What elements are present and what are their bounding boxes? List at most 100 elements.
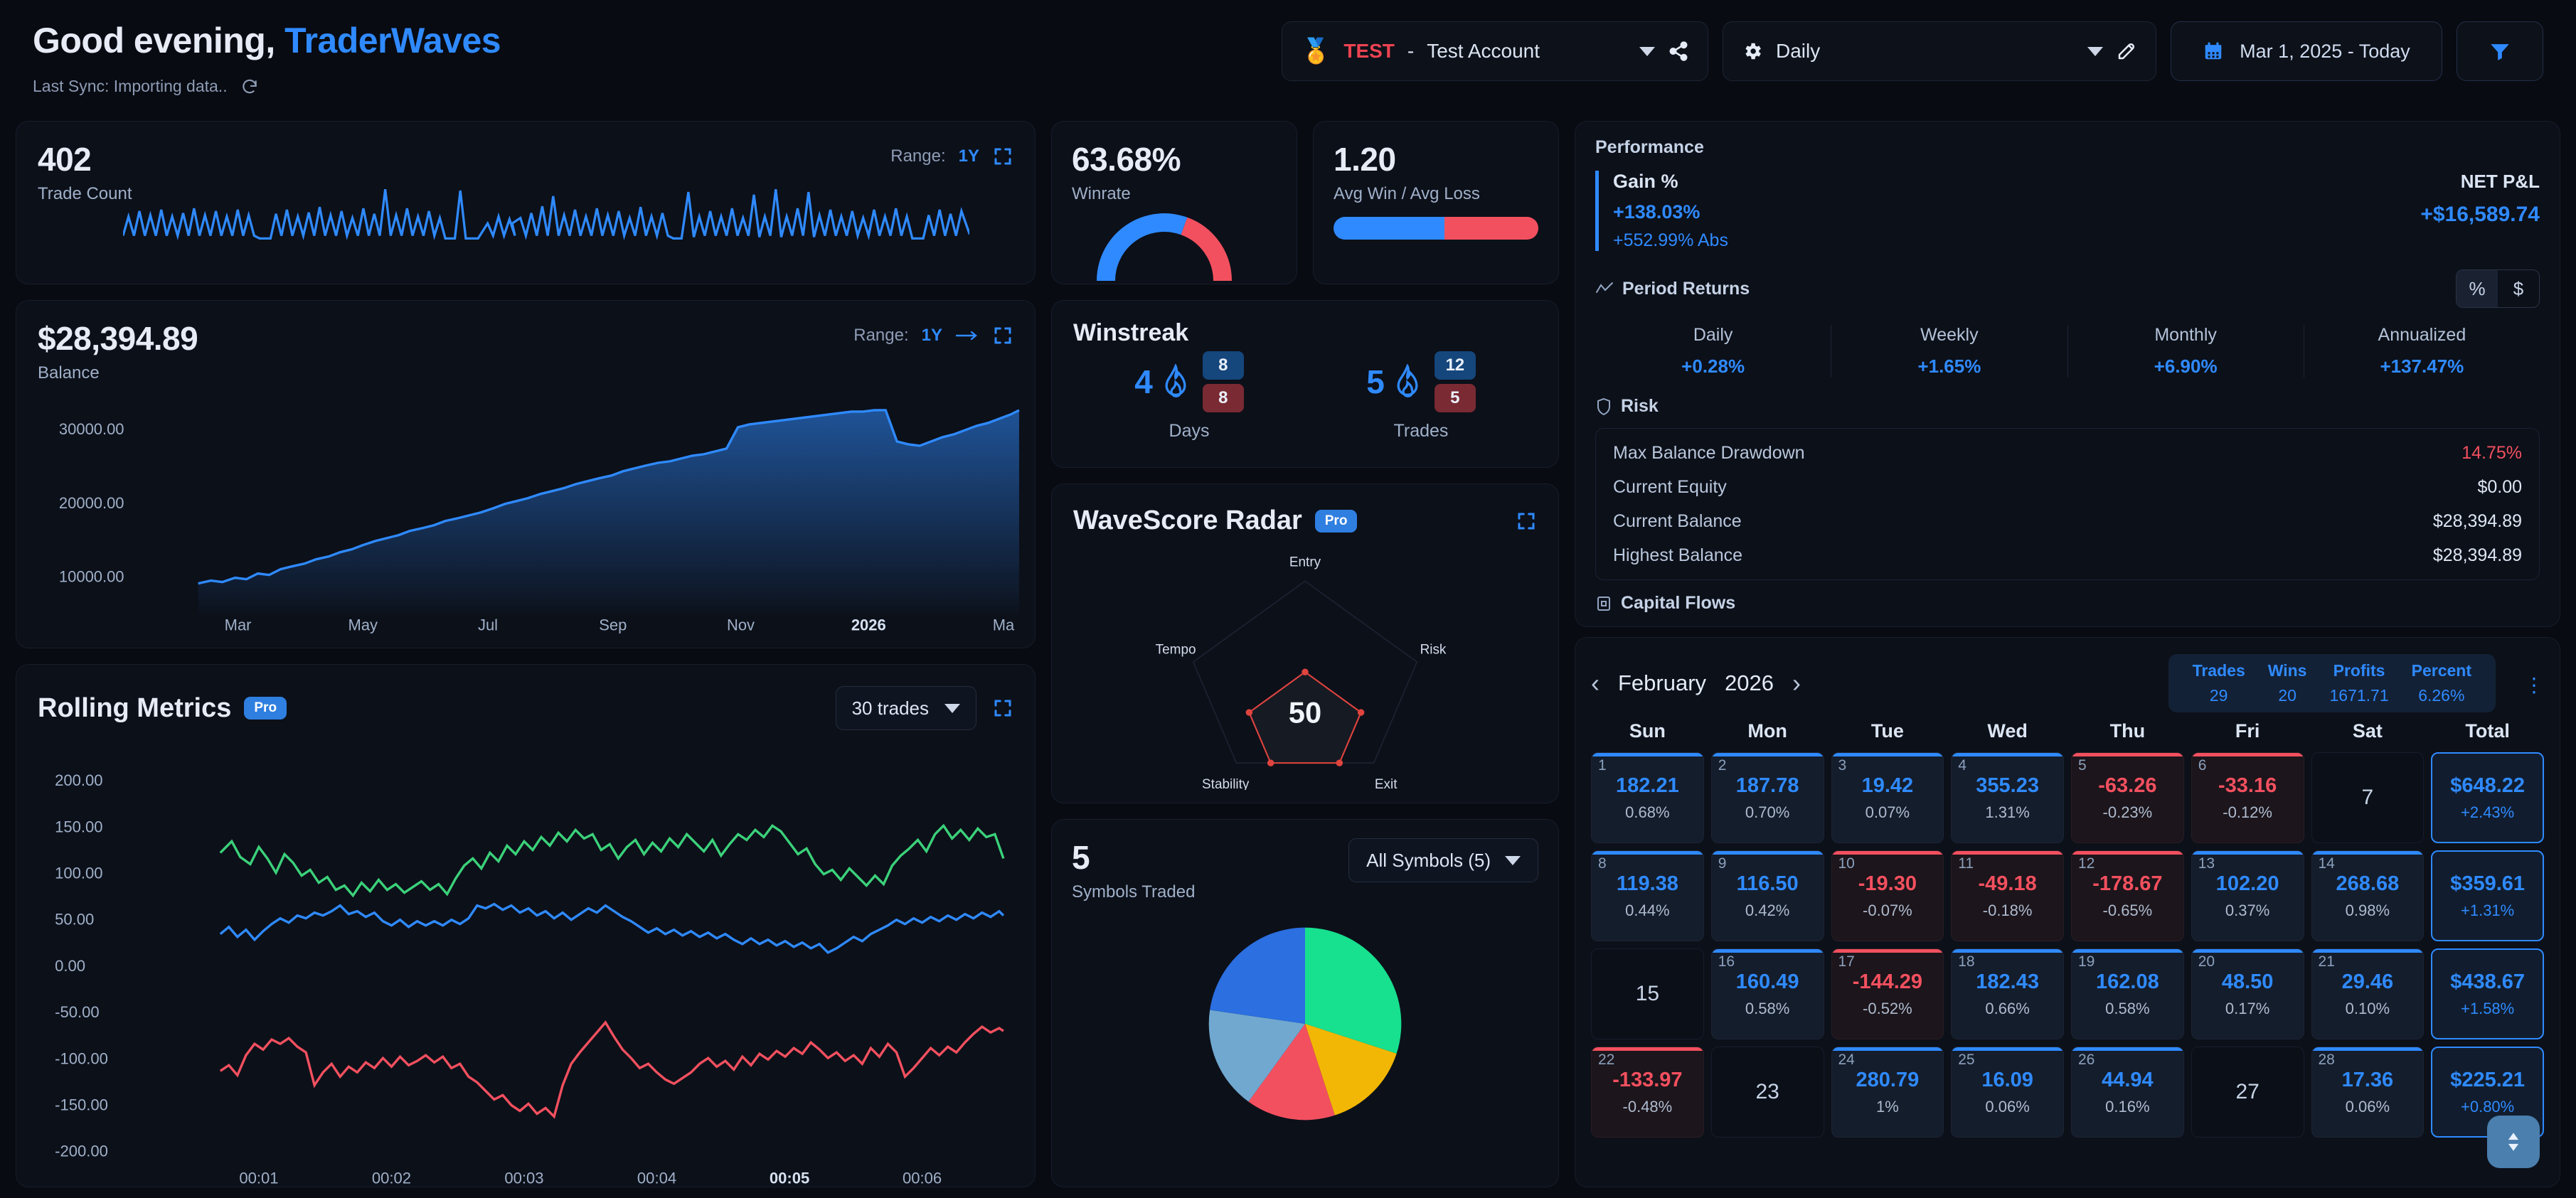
stat-key: Percent <box>2411 661 2471 680</box>
calendar-day[interactable]: 1 182.21 0.68% <box>1591 752 1704 843</box>
calendar-day[interactable]: 16 160.49 0.58% <box>1710 948 1824 1039</box>
risk-value: $28,394.89 <box>2432 545 2522 565</box>
calendar-day[interactable]: 19 162.08 0.58% <box>2071 948 2184 1039</box>
calendar-day[interactable]: 22 -133.97 -0.48% <box>1591 1047 1704 1138</box>
svg-text:Ma: Ma <box>993 616 1015 634</box>
symbols-select[interactable]: All Symbols (5) <box>1348 838 1538 882</box>
chevron-right-icon[interactable]: › <box>1792 668 1801 697</box>
calendar-day[interactable]: 11 -49.18 -0.18% <box>1951 850 2064 941</box>
range-value[interactable]: 1Y <box>958 146 979 166</box>
svg-text:00:06: 00:06 <box>903 1170 942 1187</box>
period-daily: Daily +0.28% <box>1595 325 1832 378</box>
wavescore-radar-chart: Entry Risk Exit Stability Tempo 50 <box>1156 555 1447 790</box>
toggle-dollar[interactable]: $ <box>2513 277 2524 299</box>
expand-icon[interactable] <box>992 146 1013 167</box>
calendar-day[interactable]: 21 29.46 0.10% <box>2311 948 2425 1039</box>
calendar-day-empty[interactable]: 23 <box>1710 1047 1824 1138</box>
calendar-day[interactable]: 2 187.78 0.70% <box>1710 752 1824 843</box>
day-number: 20 <box>2198 953 2215 970</box>
calendar-day[interactable]: 26 44.94 0.16% <box>2071 1047 2184 1138</box>
calendar-day[interactable]: 25 16.09 0.06% <box>1951 1047 2064 1138</box>
calendar-day-empty[interactable]: 7 <box>2311 752 2425 843</box>
gear-icon <box>1742 41 1763 62</box>
day-number: 17 <box>1838 953 1855 970</box>
risk-value: $28,394.89 <box>2432 510 2522 531</box>
page-title: Good evening, TraderWaves <box>33 20 501 61</box>
day-pnl: -178.67 <box>2092 872 2163 895</box>
chevron-left-icon[interactable]: ‹ <box>1591 668 1600 697</box>
period-returns-unit-toggle[interactable]: % $ <box>2456 269 2540 308</box>
filter-button[interactable] <box>2457 21 2543 81</box>
rolling-metrics-title: Rolling Metrics <box>38 692 232 723</box>
calendar-day[interactable]: 12 -178.67 -0.65% <box>2071 850 2184 941</box>
arrow-right-icon[interactable] <box>955 329 979 342</box>
expand-icon[interactable] <box>992 697 1013 719</box>
refresh-icon[interactable] <box>240 77 259 96</box>
calendar-day[interactable]: 4 355.23 1.31% <box>1951 752 2064 843</box>
wavescore-radar-card: WaveScore Radar Pro <box>1051 483 1559 803</box>
calendar-grid: 1 182.21 0.68% 2 187.78 0.70% 3 19.42 0.07% 4 355.… <box>1591 752 2544 1138</box>
chevron-down-icon[interactable] <box>1505 855 1521 865</box>
expand-icon[interactable] <box>992 325 1013 346</box>
day-percent: -0.23% <box>2102 803 2153 821</box>
avg-ratio-label: Avg Win / Avg Loss <box>1334 184 1480 203</box>
calendar-day-empty[interactable]: 15 <box>1591 948 1704 1039</box>
calendar-day[interactable]: 14 268.68 0.98% <box>2311 850 2425 941</box>
account-selector[interactable]: 🏅 TEST - Test Account <box>1282 21 1708 81</box>
day-pnl: 182.21 <box>1616 774 1679 797</box>
balance-equity-chart: 30000.00 20000.00 10000.00 Mar May Jul S… <box>59 409 1020 634</box>
trade-count-header: 402 Trade Count Range: 1Y <box>16 122 1035 204</box>
day-number: 19 <box>2078 953 2095 970</box>
calendar-day[interactable]: 3 19.42 0.07% <box>1831 752 1944 843</box>
performance-card: Performance Gain % +138.03% +552.99% Abs… <box>1575 121 2560 627</box>
timeframe-selector[interactable]: Daily <box>1723 21 2156 81</box>
date-range-picker[interactable]: Mar 1, 2025 - Today <box>2171 21 2442 81</box>
day-percent: 0.68% <box>1625 803 1670 821</box>
toggle-percent[interactable]: % <box>2457 270 2498 307</box>
kebab-menu-icon[interactable]: ⋮ <box>2524 673 2544 696</box>
calendar-day[interactable]: 18 182.43 0.66% <box>1951 948 2064 1039</box>
pencil-icon[interactable] <box>2116 41 2137 62</box>
calendar-day[interactable]: 20 48.50 0.17% <box>2191 948 2304 1039</box>
day-percent: 1% <box>1875 1097 1899 1116</box>
scroll-toggle-fab[interactable] <box>2487 1116 2540 1168</box>
calendar-day[interactable]: 6 -33.16 -0.12% <box>2191 752 2304 843</box>
chevron-down-icon[interactable] <box>944 703 960 713</box>
calendar-day[interactable]: 9 116.50 0.42% <box>1710 850 1824 941</box>
flame-icon <box>1392 364 1423 400</box>
day-pnl: 48.50 <box>2221 970 2274 993</box>
calendar-day[interactable]: 17 -144.29 -0.52% <box>1831 948 1944 1039</box>
calendar-day-empty[interactable]: 27 <box>2191 1047 2304 1138</box>
svg-text:-150.00: -150.00 <box>55 1096 108 1113</box>
range-value[interactable]: 1Y <box>921 326 942 345</box>
calendar-day[interactable]: 24 280.79 1% <box>1831 1047 1944 1138</box>
symbols-pie-chart <box>1208 927 1402 1121</box>
svg-text:0.00: 0.00 <box>55 957 85 975</box>
calendar-day[interactable]: 10 -19.30 -0.07% <box>1831 850 1944 941</box>
calendar-week-total[interactable]: $438.67 +1.58% <box>2431 948 2544 1039</box>
calendar-day[interactable]: 8 119.38 0.44% <box>1591 850 1704 941</box>
chevron-down-icon[interactable] <box>2087 46 2103 56</box>
calendar-week-total[interactable]: $359.61 +1.31% <box>2431 850 2544 941</box>
calendar-week-total[interactable]: $648.22 +2.43% <box>2431 752 2544 843</box>
winstreak-days-best-loss: 8 <box>1202 384 1244 412</box>
week-total-percent: +0.80% <box>2461 1097 2515 1116</box>
svg-text:Mar: Mar <box>225 616 252 634</box>
svg-text:Sep: Sep <box>599 616 627 634</box>
svg-text:-100.00: -100.00 <box>55 1049 108 1067</box>
flame-icon <box>1160 364 1191 400</box>
date-range-label: Mar 1, 2025 - Today <box>2240 40 2410 62</box>
chevron-down-icon[interactable] <box>1639 46 1655 56</box>
rolling-window-select[interactable]: 30 trades <box>835 686 976 730</box>
winrate-card: 63.68% Winrate <box>1051 121 1297 284</box>
day-number: 6 <box>2198 757 2207 774</box>
day-percent: -0.52% <box>1863 999 1912 1017</box>
share-icon[interactable] <box>1668 41 1689 62</box>
expand-icon[interactable] <box>1516 510 1537 532</box>
header-controls: 🏅 TEST - Test Account <box>1282 13 2543 81</box>
calendar-day[interactable]: 13 102.20 0.37% <box>2191 850 2304 941</box>
day-number: 23 <box>1755 1080 1779 1103</box>
week-total-percent: +1.31% <box>2461 901 2515 919</box>
calendar-day[interactable]: 5 -63.26 -0.23% <box>2071 752 2184 843</box>
calendar-day[interactable]: 28 17.36 0.06% <box>2311 1047 2425 1138</box>
